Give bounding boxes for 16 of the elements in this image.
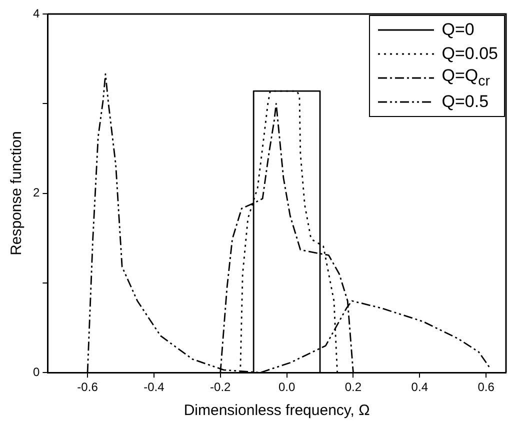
x-axis-title: Dimensionless frequency, Ω — [184, 402, 370, 420]
x-tick-label: 0.6 — [478, 380, 495, 394]
y-tick-label: 4 — [32, 6, 40, 20]
x-tick-label: -0.4 — [144, 380, 165, 394]
x-tick-label: -0.6 — [77, 380, 98, 394]
legend-label: Q=0 — [442, 20, 474, 40]
y-axis-title: Response function — [8, 131, 26, 256]
y-tick-label: 2 — [32, 186, 40, 200]
x-tick-label: 0.2 — [344, 380, 362, 394]
x-tick-label: -0.2 — [210, 380, 232, 394]
legend-label: Q=Q$_{cr}$ — [442, 66, 490, 90]
y-tick-label: 0 — [32, 364, 40, 379]
x-tick-label: 0.0 — [278, 380, 296, 394]
legend-label: Q=0.5 — [442, 92, 489, 112]
x-tick-label: 0.4 — [411, 380, 428, 394]
legend-label: Q=0.05 — [442, 44, 498, 64]
